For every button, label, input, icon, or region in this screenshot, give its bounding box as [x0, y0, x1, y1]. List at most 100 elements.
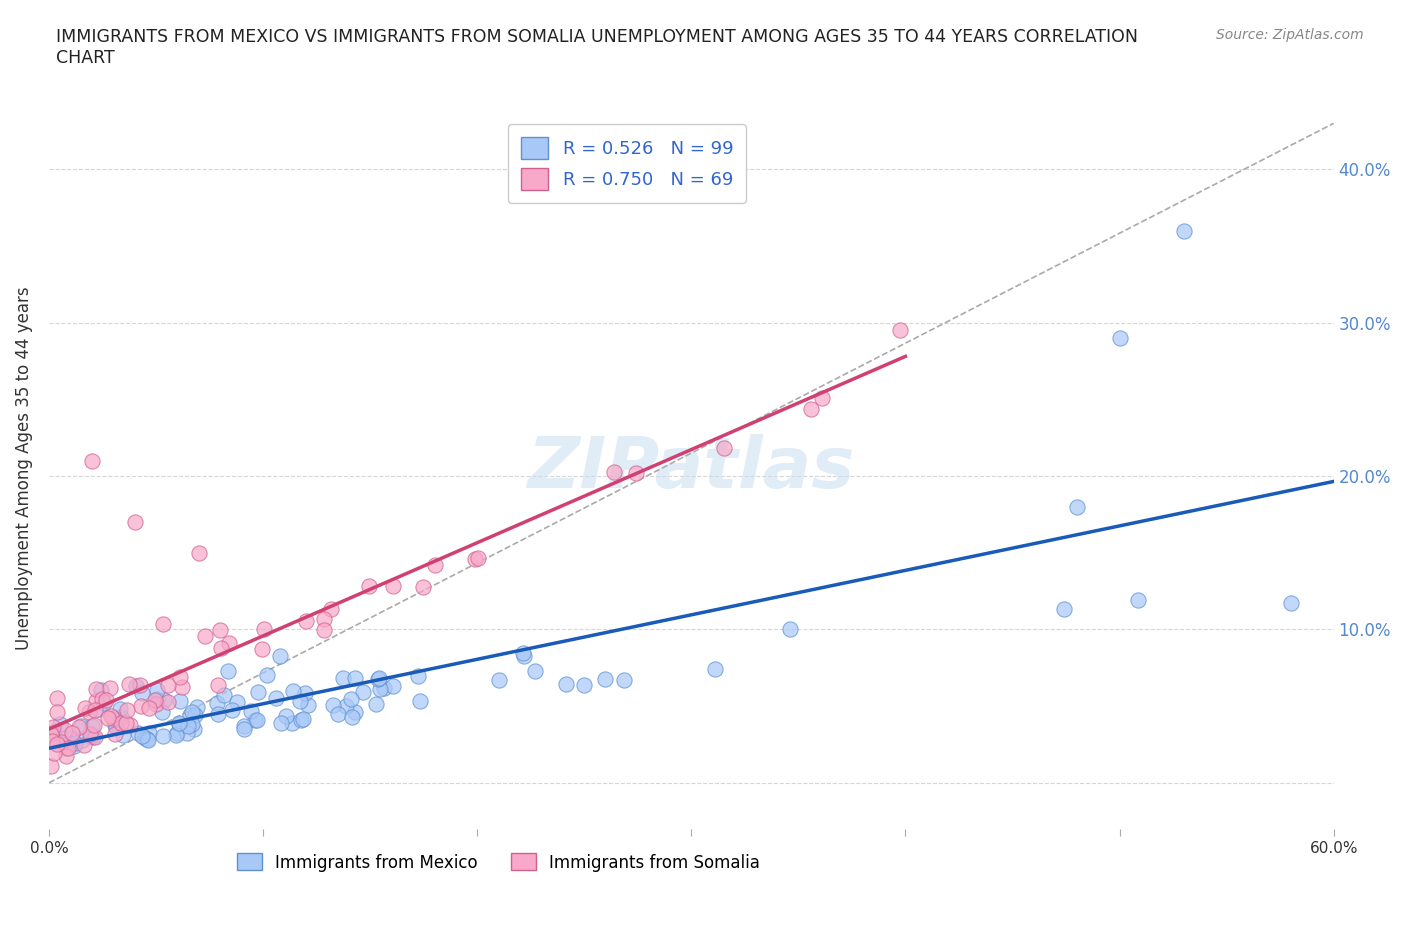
Immigrants from Somalia — [128, 677, 150, 692]
Immigrants from Somalia — [250, 642, 273, 657]
Immigrants from Somalia — [138, 700, 160, 715]
Immigrants from Mexico — [256, 668, 278, 683]
Immigrants from Mexico — [131, 729, 153, 744]
Immigrants from Mexico — [290, 694, 312, 709]
Legend: Immigrants from Mexico, Immigrants from Somalia: Immigrants from Mexico, Immigrants from … — [231, 846, 768, 878]
Immigrants from Mexico — [373, 680, 395, 695]
Immigrants from Mexico — [152, 728, 174, 743]
Immigrants from Mexico — [138, 725, 160, 740]
Immigrants from Mexico — [297, 698, 319, 712]
Immigrants from Somalia — [889, 322, 911, 337]
Immigrants from Mexico — [269, 648, 291, 663]
Immigrants from Somalia — [42, 720, 65, 735]
Immigrants from Somalia — [77, 704, 100, 719]
Immigrants from Somalia — [145, 697, 167, 711]
Immigrants from Somalia — [467, 551, 489, 565]
Immigrants from Mexico — [93, 696, 115, 711]
Immigrants from Mexico — [184, 707, 207, 722]
Immigrants from Mexico — [232, 719, 254, 734]
Immigrants from Mexico — [1108, 331, 1130, 346]
Immigrants from Mexico — [112, 728, 135, 743]
Immigrants from Mexico — [80, 729, 103, 744]
Text: IMMIGRANTS FROM MEXICO VS IMMIGRANTS FROM SOMALIA UNEMPLOYMENT AMONG AGES 35 TO : IMMIGRANTS FROM MEXICO VS IMMIGRANTS FRO… — [56, 28, 1139, 67]
Text: Source: ZipAtlas.com: Source: ZipAtlas.com — [1216, 28, 1364, 42]
Immigrants from Mexico — [90, 683, 112, 698]
Immigrants from Somalia — [39, 726, 62, 741]
Immigrants from Mexico — [63, 736, 86, 751]
Immigrants from Mexico — [524, 663, 547, 678]
Immigrants from Somalia — [55, 741, 77, 756]
Immigrants from Somalia — [98, 681, 121, 696]
Immigrants from Somalia — [253, 622, 276, 637]
Immigrants from Mexico — [62, 738, 84, 753]
Immigrants from Mexico — [146, 692, 169, 707]
Immigrants from Mexico — [169, 717, 191, 732]
Immigrants from Mexico — [169, 694, 191, 709]
Immigrants from Mexico — [704, 662, 727, 677]
Immigrants from Mexico — [512, 645, 534, 660]
Immigrants from Mexico — [212, 687, 235, 702]
Immigrants from Somalia — [423, 558, 446, 573]
Immigrants from Mexico — [1173, 223, 1195, 238]
Immigrants from Mexico — [382, 678, 405, 693]
Immigrants from Mexico — [146, 683, 169, 698]
Immigrants from Mexico — [104, 718, 127, 733]
Immigrants from Somalia — [53, 723, 76, 737]
Immigrants from Mexico — [240, 704, 263, 719]
Immigrants from Somalia — [811, 391, 834, 405]
Immigrants from Mexico — [368, 671, 391, 685]
Immigrants from Mexico — [42, 724, 65, 739]
Immigrants from Mexico — [153, 692, 176, 707]
Immigrants from Somalia — [412, 579, 434, 594]
Immigrants from Somalia — [45, 705, 67, 720]
Immigrants from Somalia — [170, 680, 193, 695]
Immigrants from Somalia — [207, 677, 229, 692]
Immigrants from Mexico — [294, 685, 316, 700]
Immigrants from Somalia — [115, 715, 138, 730]
Immigrants from Mexico — [290, 712, 312, 727]
Immigrants from Mexico — [572, 678, 595, 693]
Immigrants from Mexico — [1053, 602, 1076, 617]
Immigrants from Somalia — [624, 466, 647, 481]
Immigrants from Somalia — [209, 641, 232, 656]
Immigrants from Somalia — [602, 464, 624, 479]
Immigrants from Mexico — [80, 719, 103, 734]
Immigrants from Mexico — [49, 716, 72, 731]
Immigrants from Mexico — [69, 719, 91, 734]
Immigrants from Mexico — [340, 692, 363, 707]
Immigrants from Mexico — [87, 701, 110, 716]
Immigrants from Mexico — [180, 717, 202, 732]
Immigrants from Mexico — [343, 671, 366, 685]
Immigrants from Mexico — [340, 709, 363, 724]
Immigrants from Mexico — [169, 715, 191, 730]
Immigrants from Somalia — [143, 693, 166, 708]
Immigrants from Mexico — [332, 671, 354, 685]
Immigrants from Somalia — [131, 698, 153, 713]
Immigrants from Mexico — [176, 725, 198, 740]
Immigrants from Mexico — [176, 719, 198, 734]
Immigrants from Mexico — [243, 712, 266, 727]
Immigrants from Mexico — [127, 725, 149, 740]
Immigrants from Mexico — [226, 695, 249, 710]
Immigrants from Mexico — [166, 725, 188, 740]
Immigrants from Mexico — [165, 727, 187, 742]
Immigrants from Mexico — [555, 676, 578, 691]
Immigrants from Mexico — [408, 694, 430, 709]
Immigrants from Somalia — [124, 514, 146, 529]
Immigrants from Mexico — [246, 712, 269, 727]
Immigrants from Somalia — [157, 678, 180, 693]
Immigrants from Mexico — [233, 722, 256, 737]
Immigrants from Mexico — [108, 701, 131, 716]
Y-axis label: Unemployment Among Ages 35 to 44 years: Unemployment Among Ages 35 to 44 years — [15, 286, 32, 650]
Immigrants from Mexico — [367, 671, 389, 686]
Immigrants from Mexico — [53, 731, 76, 746]
Immigrants from Mexico — [326, 707, 349, 722]
Immigrants from Somalia — [41, 734, 63, 749]
Immigrants from Somalia — [118, 676, 141, 691]
Immigrants from Mexico — [368, 682, 391, 697]
Immigrants from Somalia — [46, 691, 69, 706]
Immigrants from Mexico — [1126, 593, 1149, 608]
Immigrants from Somalia — [115, 703, 138, 718]
Immigrants from Somalia — [110, 715, 132, 730]
Immigrants from Somalia — [55, 748, 77, 763]
